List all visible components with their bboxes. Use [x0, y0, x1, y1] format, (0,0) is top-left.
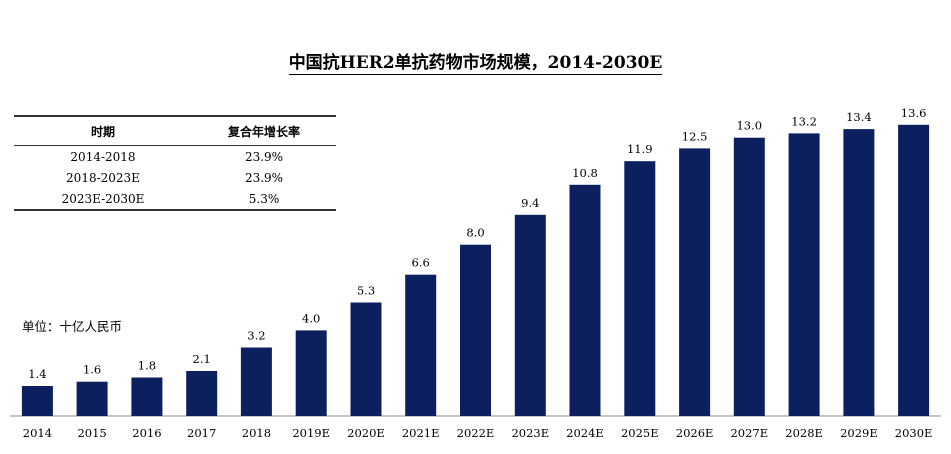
- x-tick-label: 2022E: [457, 426, 495, 440]
- data-label: 13.2: [791, 114, 817, 128]
- x-tick-label: 2018: [242, 426, 271, 440]
- data-label: 1.6: [83, 363, 101, 377]
- chart-title: 中国抗HER2单抗药物市场规模，2014-2030E: [288, 53, 663, 75]
- bar-2024E: [569, 184, 601, 416]
- data-label: 1.8: [138, 359, 156, 373]
- x-tick-label: 2020E: [347, 426, 385, 440]
- bar-2015: [76, 381, 108, 416]
- cagr-table: 时期 复合年增长率 2014-2018 23.9% 2018-2023E 23.…: [14, 115, 336, 211]
- data-label: 10.8: [572, 166, 598, 180]
- bar-2014: [21, 386, 53, 416]
- data-label: 1.4: [28, 367, 46, 381]
- bar-2028E: [788, 133, 820, 416]
- x-tick-label: 2026E: [676, 426, 714, 440]
- bar-2022E: [460, 244, 491, 416]
- bar-2016: [131, 377, 163, 416]
- bar-2020E: [350, 302, 382, 416]
- x-tick-label: 2028E: [785, 426, 823, 440]
- table-header-period: 时期: [14, 115, 192, 146]
- x-tick-label: 2029E: [840, 426, 878, 440]
- x-tick-label: 2017: [187, 426, 216, 440]
- table-cell-period: 2014-2018: [70, 149, 136, 164]
- bar-2019E: [295, 330, 327, 416]
- x-tick-label: 2030E: [895, 426, 933, 440]
- bar-2017: [186, 371, 218, 416]
- table-row: 2014-2018 23.9%: [14, 146, 336, 168]
- data-label: 13.4: [846, 110, 872, 124]
- unit-label: 单位：十亿人民币: [22, 319, 123, 334]
- data-label: 11.9: [627, 142, 653, 156]
- table-row: 2018-2023E 23.9%: [14, 167, 336, 188]
- x-tick-label: 2014: [23, 426, 52, 440]
- x-tick-label: 2016: [132, 426, 161, 440]
- table-header-cagr: 复合年增长率: [192, 115, 336, 146]
- data-label: 3.2: [247, 329, 265, 343]
- table-cell-cagr: 23.9%: [244, 170, 284, 185]
- x-tick-label: 2019E: [292, 426, 330, 440]
- table-header-row: 时期 复合年增长率: [14, 115, 336, 146]
- data-label: 13.6: [901, 106, 927, 120]
- x-tick-label: 2023E: [511, 426, 549, 440]
- bar-2025E: [624, 161, 656, 416]
- data-label: 6.6: [412, 256, 430, 270]
- x-tick-label: 2015: [77, 426, 106, 440]
- table-row: 2023E-2030E 5.3%: [14, 188, 336, 211]
- data-label: 13.0: [736, 119, 762, 133]
- data-label: 2.1: [193, 352, 211, 366]
- bar-2029E: [843, 129, 875, 416]
- data-label: 12.5: [682, 129, 708, 143]
- x-tick-label: 2024E: [566, 426, 604, 440]
- data-label: 5.3: [357, 284, 375, 298]
- x-tick-label: 2021E: [402, 426, 440, 440]
- table-cell-cagr: 5.3%: [192, 188, 336, 211]
- bar-2026E: [679, 148, 711, 416]
- x-tick-label: 2027E: [730, 426, 768, 440]
- data-label: 9.4: [521, 196, 539, 210]
- bar-2021E: [405, 274, 437, 416]
- table-cell-period: 2018-2023E: [66, 170, 140, 185]
- bar-2030E: [898, 124, 930, 417]
- x-tick-label: 2025E: [621, 426, 659, 440]
- bar-2018: [240, 347, 272, 416]
- bar-2023E: [514, 214, 546, 416]
- data-label: 8.0: [466, 226, 484, 240]
- bar-2027E: [733, 137, 765, 416]
- table-cell-cagr: 23.9%: [244, 149, 284, 164]
- data-label: 4.0: [302, 311, 320, 325]
- table-cell-period: 2023E-2030E: [14, 188, 192, 211]
